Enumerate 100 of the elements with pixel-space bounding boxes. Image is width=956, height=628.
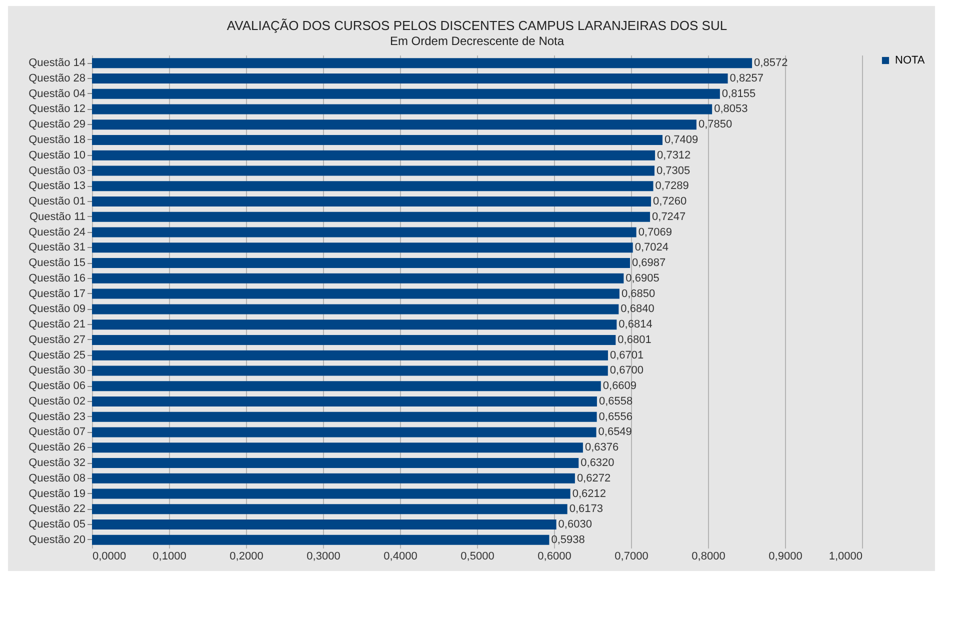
text: 0,8155 [722,88,756,100]
y-tick-label: Questão 10 [28,149,86,162]
text: 0,6840 [620,303,654,316]
y-tick-label: Questão 31 [28,242,86,254]
y-tick-label: Questão 09 [28,303,86,316]
y-tick-label: Questão 21 [28,318,86,331]
y-tick-label: Questão 20 [28,534,86,546]
legend-label: NOTA [895,54,926,66]
text: 0,6700 [610,364,644,377]
text: 0,6320 [580,457,614,470]
text: 0,8257 [730,72,764,84]
y-tick-label: Questão 26 [28,442,86,454]
y-tick-label: Questão 19 [28,488,86,500]
text: 0,6814 [618,318,652,331]
bar [92,504,568,514]
x-tick-label: 0,3000 [306,550,340,562]
x-tick-label: 0,5000 [460,550,494,562]
bar [92,396,597,406]
bar [92,534,550,545]
text: 0,6987 [632,257,666,270]
x-tick-label: 0,4000 [384,550,418,562]
y-tick-label: Questão 32 [28,457,86,470]
text: 0,6549 [598,426,632,438]
text: 0,7850 [698,118,732,131]
x-tick-label: 1,0000 [828,550,862,562]
bar [92,288,620,299]
y-tick-label: Questão 03 [28,164,86,177]
bar [92,104,712,114]
text: 0,8572 [754,57,788,70]
bar [92,442,583,453]
text: 0,7024 [634,242,669,254]
bar [92,134,662,145]
bar [92,520,556,530]
text: 0,8053 [714,103,748,116]
y-tick-label: Questão 29 [28,118,86,131]
y-tick-label: Questão 08 [28,472,86,484]
bar [92,273,624,284]
x-tick-label: 0,7000 [614,550,648,562]
y-tick-label: Questão 07 [28,426,86,438]
bar [92,258,630,268]
text: 0,6701 [610,349,644,362]
bar [92,473,575,484]
x-tick-label: 0,0000 [92,550,126,562]
text: 0,6850 [621,288,656,300]
bar [92,304,619,314]
text: 0,6376 [584,442,619,454]
text: 0,6173 [569,503,603,516]
bar [92,412,597,422]
x-tick-label: 0,1000 [152,550,186,562]
text: 0,7289 [655,180,689,192]
y-tick-label: Questão 04 [28,88,86,100]
y-tick-label: Questão 15 [28,257,86,270]
y-tick-label: Questão 18 [28,134,86,146]
y-tick-label: Questão 30 [28,364,86,377]
text: 0,6609 [602,380,637,392]
text: 0,6030 [558,518,592,531]
text: 0,7305 [656,164,690,177]
text: 0,6212 [572,488,606,500]
y-tick-label: Questão 17 [28,288,86,300]
bar [92,458,579,468]
bar [92,181,654,192]
bar [92,227,636,238]
text: 0,5938 [551,534,585,546]
y-tick-label: Questão 06 [28,380,86,392]
y-tick-label: Questão 23 [28,410,86,423]
bar [92,320,617,330]
text: 0,6905 [626,272,660,284]
bar [92,196,652,207]
y-tick-label: Questão 13 [28,180,86,192]
x-tick-label: 0,2000 [230,550,264,562]
y-tick-label: Questão 16 [28,272,86,284]
bar [92,166,654,176]
text: 0,7069 [638,226,672,238]
bar [92,212,650,222]
chart-subtitle: Em Ordem Decrescente de Nota [390,34,564,48]
y-tick-label: Questão 01 [28,196,86,208]
y-tick-label: Questão 27 [28,334,86,346]
y-tick-label: Questão 11 [29,210,86,223]
text: 0,7260 [653,196,687,208]
bar [92,242,633,253]
y-tick-label: Questão 24 [28,226,86,238]
y-tick-label: Questão 12 [28,103,86,116]
y-tick-label: Questão 14 [28,57,86,70]
y-tick-label: Questão 28 [28,72,86,84]
y-tick-label: Questão 02 [28,395,86,408]
y-tick-label: Questão 25 [28,349,86,362]
bar [92,120,696,130]
bar [92,58,752,68]
y-tick-label: Questão 05 [28,518,86,531]
text: 0,7409 [664,134,698,146]
bar [92,150,656,160]
text: 0,7312 [657,149,691,162]
chart-title: AVALIAÇÃO DOS CURSOS PELOS DISCENTES CAMPUS LARANJEIRAS DOS SUL [226,18,728,33]
bar [92,427,596,438]
x-tick-label: 0,8000 [692,550,726,562]
text: 0,6272 [576,472,611,484]
x-tick-label: 0,6000 [538,550,572,562]
text: 0,7247 [652,210,686,223]
text: 0,6556 [598,410,632,423]
y-tick-label: Questão 22 [28,503,86,516]
